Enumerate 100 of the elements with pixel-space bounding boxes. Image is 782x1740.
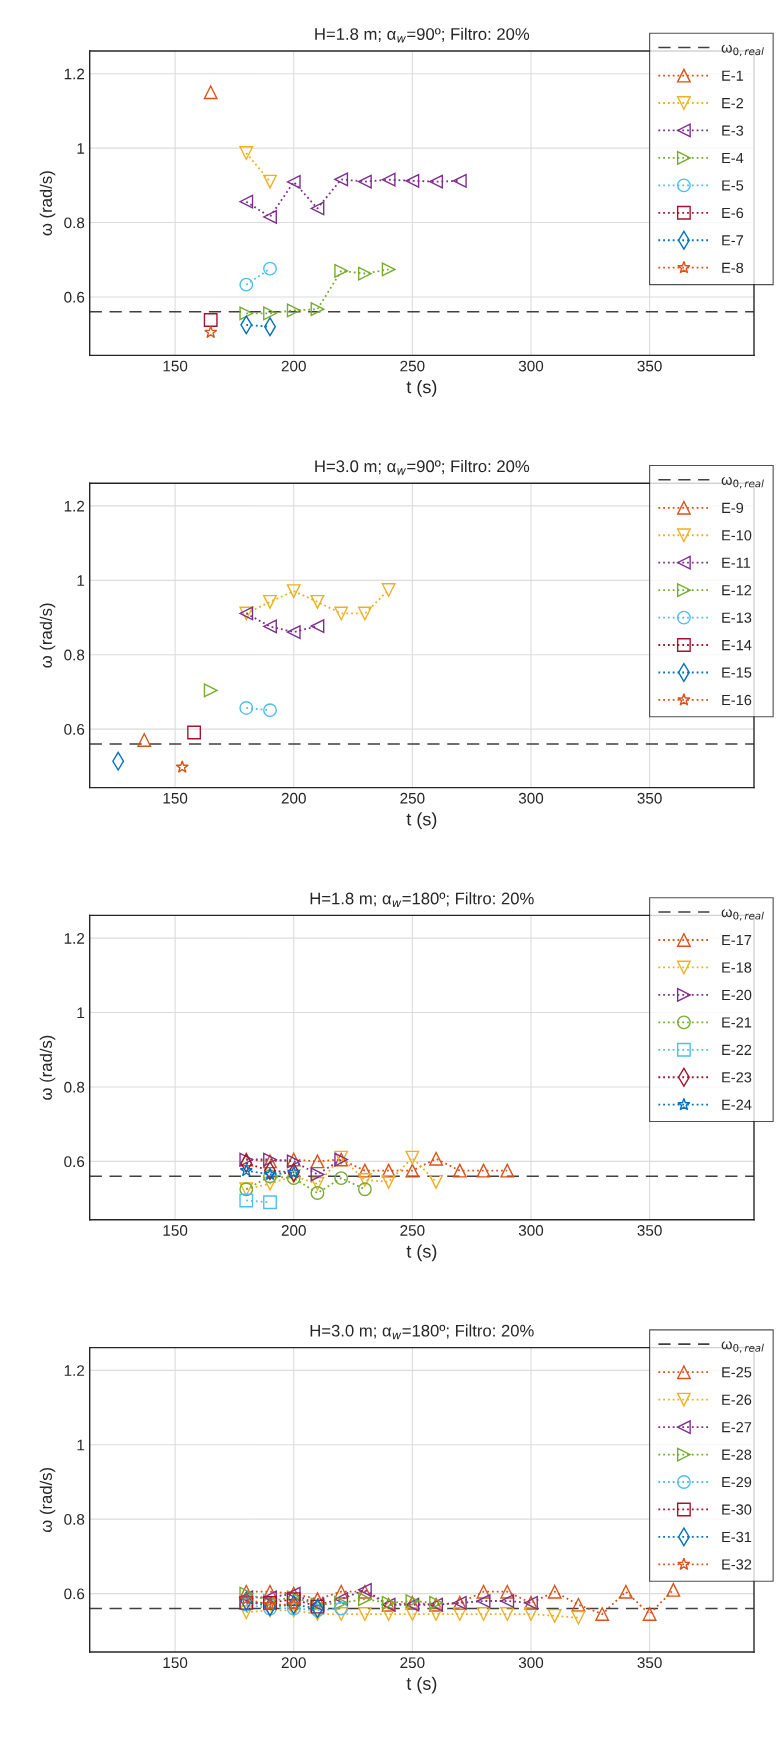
point <box>547 1608 562 1623</box>
legend-label: E-8 <box>722 262 744 273</box>
y-tick-label: 0.6 <box>64 291 85 303</box>
point <box>334 1584 349 1599</box>
point <box>310 201 325 216</box>
legend-label: E-13 <box>722 612 752 623</box>
x-tick-label: 200 <box>281 1657 306 1669</box>
legend-label: E-29 <box>722 1476 752 1488</box>
legend-label: E-17 <box>722 935 752 946</box>
legend-label: ω$_{0,real}$ <box>721 476 764 489</box>
legend-label: E-15 <box>722 667 752 678</box>
legend-label: E-2 <box>722 97 744 109</box>
x-axis-title: t (s) <box>406 1676 437 1694</box>
point <box>175 760 189 773</box>
x-tick-label: 150 <box>163 792 188 804</box>
point <box>381 1174 396 1189</box>
point <box>310 619 325 634</box>
x-tick-label: 350 <box>637 1225 662 1236</box>
point <box>381 1607 396 1621</box>
point <box>500 1163 515 1178</box>
x-tick-label: 250 <box>400 1225 425 1236</box>
point <box>381 262 396 277</box>
point <box>547 1584 562 1599</box>
legend-label: E-28 <box>722 1449 752 1460</box>
point <box>263 306 277 321</box>
point <box>286 175 301 189</box>
legend-label: E-10 <box>722 530 752 541</box>
x-tick-label: 150 <box>163 1657 188 1669</box>
point <box>263 594 277 609</box>
legend-label: E-9 <box>722 502 744 514</box>
point <box>310 302 325 317</box>
x-axis-title: t (s) <box>406 812 437 830</box>
legend-label: E-21 <box>722 1017 752 1028</box>
point <box>357 1592 372 1607</box>
y-tick-label: 0.6 <box>64 1588 85 1600</box>
x-tick-label: 250 <box>400 792 425 804</box>
point <box>203 683 218 698</box>
point <box>357 1163 372 1178</box>
point <box>310 1186 325 1200</box>
chart-title: H=1.8 m; α$_{w}$=90º; Filtro: 20% <box>315 27 530 43</box>
legend-label: E-31 <box>722 1531 752 1543</box>
y-tick-label: 1 <box>77 1007 85 1019</box>
x-tick-label: 350 <box>637 792 662 804</box>
point <box>381 1163 396 1178</box>
y-axis-title: ω (rad/s) <box>39 171 56 236</box>
x-axis-title: t (s) <box>406 380 437 397</box>
point <box>405 1163 420 1178</box>
point <box>310 1176 325 1191</box>
point <box>263 174 277 189</box>
point <box>452 173 467 188</box>
point <box>357 606 372 621</box>
y-tick-label: 1.2 <box>64 932 85 944</box>
point <box>239 306 254 321</box>
point <box>405 1607 420 1621</box>
legend-label: E-1 <box>722 70 744 81</box>
legend-label: E-18 <box>722 962 752 973</box>
x-tick-label: 200 <box>281 1225 306 1236</box>
point <box>334 606 349 621</box>
point <box>334 263 349 278</box>
point <box>618 1584 633 1599</box>
point <box>239 1163 253 1177</box>
point <box>357 1182 372 1197</box>
y-axis-title: ω (rad/s) <box>39 603 56 668</box>
point <box>287 1165 301 1179</box>
point <box>334 172 349 187</box>
point <box>571 1610 586 1625</box>
x-tick-label: 150 <box>163 1225 188 1236</box>
point <box>239 146 254 160</box>
point <box>476 1584 491 1599</box>
point <box>239 277 254 292</box>
legend-label: E-23 <box>722 1072 752 1083</box>
point <box>500 1584 515 1599</box>
legend-label: E-30 <box>722 1504 752 1515</box>
point <box>500 1607 515 1621</box>
point <box>286 584 301 599</box>
point <box>334 1607 349 1621</box>
point <box>429 1174 444 1189</box>
x-tick-label: 150 <box>163 360 188 372</box>
x-tick-label: 200 <box>281 360 306 372</box>
chart-title: H=3.0 m; α$_{w}$=90º; Filtro: 20% <box>315 459 530 475</box>
legend-label: E-12 <box>722 585 752 596</box>
x-tick-label: 300 <box>518 792 544 804</box>
point <box>476 1163 491 1178</box>
legend-label: ω$_{0,real}$ <box>721 909 764 921</box>
legend-label: E-20 <box>722 989 752 1001</box>
point <box>286 625 301 639</box>
x-tick-label: 300 <box>518 1657 544 1669</box>
point <box>204 325 218 339</box>
legend-label: E-14 <box>722 640 752 651</box>
legend-label: E-6 <box>722 207 744 219</box>
point <box>310 1154 325 1169</box>
point <box>381 172 396 187</box>
x-tick-label: 350 <box>637 1657 662 1669</box>
point <box>357 174 372 189</box>
chart-title: H=1.8 m; α$_{w}$=180º; Filtro: 20% <box>310 892 534 907</box>
point <box>595 1607 610 1621</box>
point <box>429 174 444 189</box>
point <box>263 619 277 634</box>
y-tick-label: 0.8 <box>64 1514 85 1525</box>
point <box>286 303 301 318</box>
